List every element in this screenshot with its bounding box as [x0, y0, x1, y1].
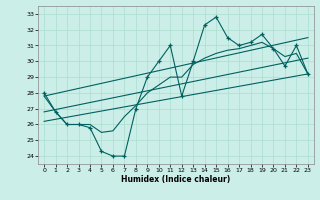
X-axis label: Humidex (Indice chaleur): Humidex (Indice chaleur)	[121, 175, 231, 184]
